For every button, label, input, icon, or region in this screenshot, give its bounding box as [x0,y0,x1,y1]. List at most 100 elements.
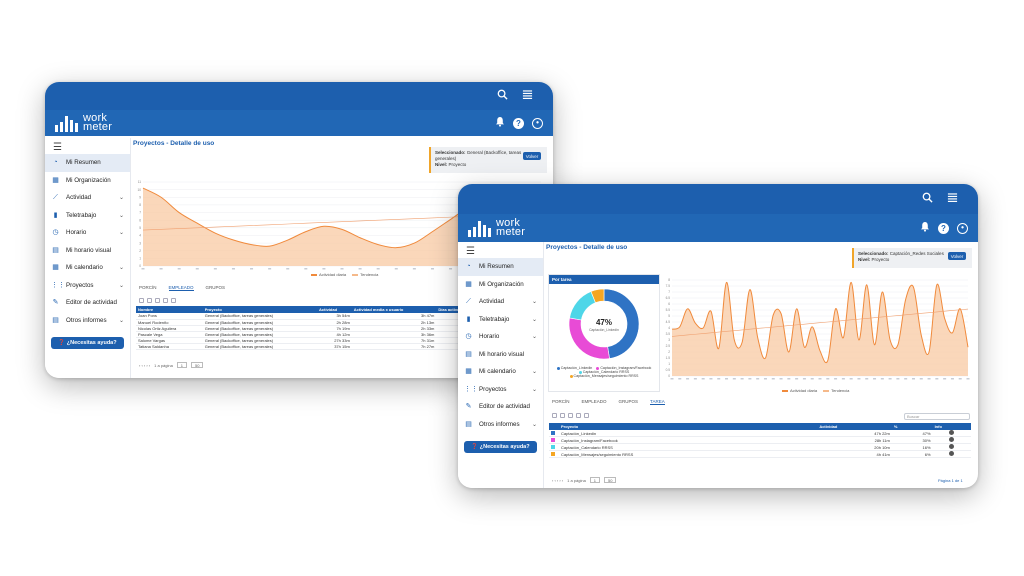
sidebar-item-mi-organización[interactable]: ▦ Mi Organización [458,276,543,294]
sidebar-item-horario[interactable]: ◷ Horario ⌄ [458,328,543,346]
table-row[interactable]: Captación_Calendario RRSS 20h 10m 16% [549,443,971,451]
sidebar-item-mi-calendario[interactable]: ▦ Mi calendario ⌄ [458,363,543,381]
info-icon[interactable] [949,444,955,449]
help-icon[interactable]: ? [513,117,524,129]
table-cell [932,436,971,444]
info-icon[interactable] [949,430,955,435]
sidebar-item-otros-informes[interactable]: ▤ Otros informes ⌄ [458,416,543,434]
column-header[interactable]: Actividad [817,423,892,430]
copy-icon[interactable] [147,298,152,303]
tab-tarea[interactable]: TAREA [650,399,665,405]
menu-icon[interactable] [947,190,958,208]
activity-line [671,281,969,364]
tab-porcín[interactable]: PORCÍN [139,285,157,290]
sidebar-item-proyectos[interactable]: ⋮⋮ Proyectos ⌄ [458,381,543,399]
column-header[interactable]: Info [932,423,971,430]
table-row[interactable]: Nicolas Ortiz Aguilera General (Backoffic… [136,325,546,332]
sidebar-item-mi-resumen[interactable]: ◔ Mi Resumen [45,154,130,172]
print-icon[interactable] [171,298,176,303]
pager-nav[interactable]: ‹ ‹ ‹ › › [552,477,564,483]
tab-grupos[interactable]: GRUPOS [205,285,226,290]
sidebar-item-label: Otros informes [479,420,520,428]
csv-icon[interactable] [163,298,168,303]
sidebar-item-label: Mi Organización [479,280,524,288]
selected-value: General (Backoffice, tareas generales) [435,150,522,161]
user-icon[interactable]: • [957,222,968,234]
sidebar-item-teletrabajo[interactable]: ▮ Teletrabajo ⌄ [458,311,543,329]
column-header[interactable]: Actividad media x usuario [351,306,437,313]
csv-icon[interactable] [576,413,581,418]
column-header[interactable] [549,423,559,430]
sidebar-item-teletrabajo[interactable]: ▮ Teletrabajo ⌄ [45,207,130,225]
tab-bar: PORCÍN EMPLEADO GRUPOS TAREA [552,399,665,405]
tab-empleado[interactable]: EMPLEADO [168,285,194,291]
table-row[interactable]: Captación_Linkedin 47h 22m 47% [549,430,971,437]
workmeter-logo[interactable]: work meter [468,218,525,238]
sidebar-item-actividad[interactable]: ⟋ Actividad ⌄ [45,189,130,207]
info-icon[interactable] [949,437,955,442]
column-header[interactable]: % [891,423,933,430]
column-header[interactable]: Proyecto [559,423,818,430]
search-icon[interactable] [922,190,933,208]
table-cell: 27h 33m [317,337,352,344]
excel-icon[interactable] [568,413,573,418]
info-icon[interactable] [949,451,955,456]
table-row[interactable]: Tatiana Saldanha General (Backoffice, tar… [136,343,546,350]
help-button[interactable]: ❓ ¿Necesitas ayuda? [464,441,537,453]
sidebar-item-mi-horario-visual[interactable]: ▤ Mi horario visual [45,242,130,260]
column-header[interactable]: Días activos [436,306,480,313]
page-size-select[interactable]: 50 [191,362,204,368]
x-tick-label [756,378,760,380]
copy-icon[interactable] [560,413,565,418]
sidebar-item-label: Mi horario visual [66,246,112,254]
sidebar-item-editor-de-actividad[interactable]: ✎ Editor de actividad [458,398,543,416]
search-icon[interactable] [497,87,508,105]
donut-legend-row1: Captación_Linkedin Captación_Instagram/F… [549,366,659,370]
legend-item: Captación_Mensajes/seguimiento RRSS [569,374,638,378]
sidebar-item-actividad[interactable]: ⟋ Actividad ⌄ [458,293,543,311]
print-icon[interactable] [584,413,589,418]
excel-icon[interactable] [155,298,160,303]
sidebar-item-mi-calendario[interactable]: ▦ Mi calendario ⌄ [45,259,130,277]
tab-empleado[interactable]: EMPLEADO [581,399,607,404]
selected-label: Seleccionado: [858,251,889,256]
table-row[interactable]: Captación_Instagram/Facebook 28h 11m 30% [549,436,971,444]
sidebar-item-proyectos[interactable]: ⋮⋮ Proyectos ⌄ [45,277,130,295]
x-tick-label [250,268,254,270]
user-icon[interactable]: • [532,117,543,129]
back-button[interactable]: Volver [523,152,541,160]
table-row[interactable]: Captación_Mensajes/seguimiento RRSS 4h 41… [549,450,971,458]
page-number-input[interactable]: 1 [589,477,601,483]
sidebar-item-mi-organización[interactable]: ▦ Mi Organización [45,172,130,190]
tab-porcín[interactable]: PORCÍN [552,399,570,404]
sidebar-item-mi-resumen[interactable]: ◔ Mi Resumen [458,258,543,276]
column-header[interactable]: Actividad [317,306,352,313]
first-icon[interactable] [139,298,144,303]
back-button[interactable]: Volver [948,252,966,260]
first-icon[interactable] [552,413,557,418]
bell-icon[interactable] [495,114,505,132]
pager-nav[interactable]: ‹ ‹ ‹ › › [139,362,151,368]
table-cell: 28h 11m [817,436,892,444]
tab-grupos[interactable]: GRUPOS [618,399,639,404]
column-header[interactable]: Nombre [136,306,203,313]
sidebar-item-horario[interactable]: ◷ Horario ⌄ [45,224,130,242]
card-title: Por tarea [549,275,659,284]
help-icon[interactable]: ? [938,222,949,234]
menu-icon[interactable] [522,87,533,105]
y-tick-label: 6.5 [666,296,671,300]
sidebar-item-otros-informes[interactable]: ▤ Otros informes ⌄ [45,312,130,330]
bell-icon[interactable] [920,219,930,237]
sidebar-item-mi-horario-visual[interactable]: ▤ Mi horario visual [458,346,543,364]
hamburger-icon[interactable]: ☰ [466,246,475,257]
chevron-down-icon: ⌄ [531,334,537,341]
hamburger-icon[interactable]: ☰ [53,142,62,153]
help-button[interactable]: ❓ ¿Necesitas ayuda? [51,337,124,349]
color-swatch [551,452,555,457]
column-header[interactable]: Proyecto [202,306,318,313]
page-number-input[interactable]: 1 [176,362,188,368]
workmeter-logo[interactable]: work meter [55,113,112,133]
sidebar-item-editor-de-actividad[interactable]: ✎ Editor de actividad [45,294,130,312]
search-input[interactable]: Buscar [904,413,970,420]
page-size-select[interactable]: 50 [604,477,617,483]
